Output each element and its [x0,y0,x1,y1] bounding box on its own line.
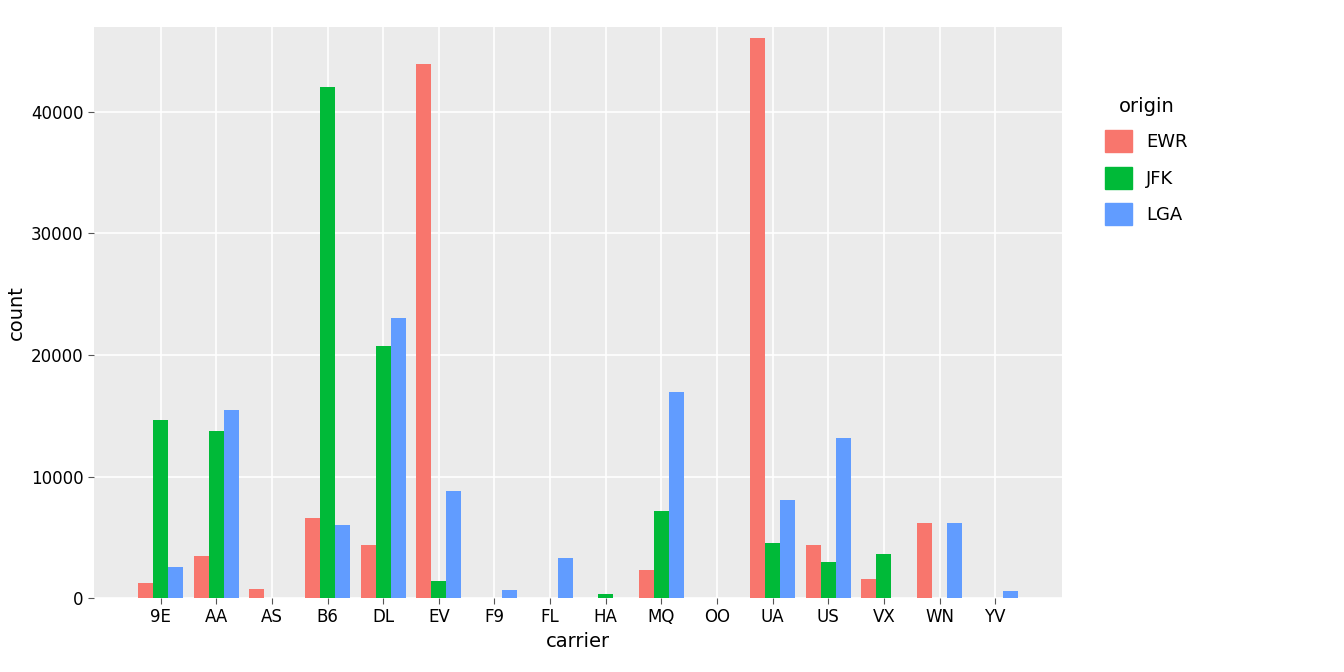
Bar [501,590,517,598]
Bar [208,431,223,598]
Bar [948,523,962,598]
Bar [335,525,349,598]
Bar [153,420,168,598]
Legend: EWR, JFK, LGA: EWR, JFK, LGA [1098,89,1195,233]
Bar [138,583,153,598]
Bar [750,38,765,598]
Bar [836,438,851,598]
Bar [250,589,265,598]
Bar [806,544,821,598]
X-axis label: carrier: carrier [546,632,610,651]
Bar [320,87,335,598]
Bar [305,518,320,598]
Bar [1003,591,1017,598]
Bar [391,318,406,598]
Bar [917,523,933,598]
Bar [417,64,431,598]
Bar [655,511,669,598]
Bar [598,594,613,598]
Bar [765,543,780,598]
Bar [821,562,836,598]
Bar [638,571,655,598]
Bar [876,554,891,598]
Bar [558,558,573,598]
Bar [780,501,796,598]
Bar [194,556,208,598]
Bar [376,347,391,598]
Bar [168,567,183,598]
Bar [669,392,684,598]
Y-axis label: count: count [7,285,26,340]
Bar [446,491,461,598]
Bar [431,581,446,598]
Bar [360,545,376,598]
Bar [223,410,239,598]
Bar [862,579,876,598]
